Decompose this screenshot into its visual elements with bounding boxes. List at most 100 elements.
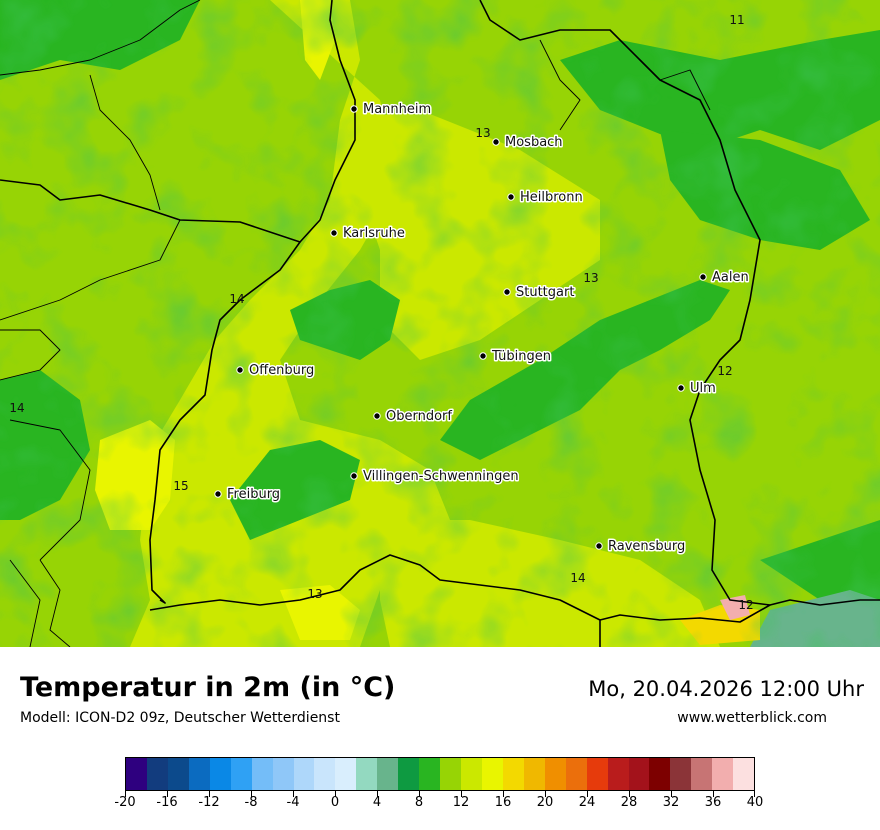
colorbar-tick	[461, 791, 462, 797]
isotherm-label: 14	[9, 401, 24, 415]
border-rhine-france	[0, 179, 301, 604]
city-label: Tübingen	[491, 349, 551, 364]
city-dot	[677, 384, 685, 392]
colorbar-segment	[670, 758, 692, 790]
city-marker[interactable]: Ulm	[677, 380, 717, 398]
terrain-texture	[0, 0, 880, 647]
colorbar-tick-label: -20	[114, 795, 136, 810]
colorbar-segment	[440, 758, 461, 790]
city-label: Oberndorf	[386, 409, 452, 424]
colorbar-tick	[251, 791, 252, 797]
city-dot	[373, 412, 381, 420]
colorbar-tick-label: -8	[244, 795, 258, 810]
border-hesse	[299, 0, 356, 243]
colorbar-segment	[461, 758, 482, 790]
city-marker[interactable]: Mosbach	[492, 134, 564, 152]
city-marker[interactable]: Stuttgart	[503, 284, 576, 302]
colorbar-segment	[691, 758, 713, 790]
temperature-map[interactable]: 11 13 13 14 12 14 15 14 13 12 Mannheim Mosbach Heil…	[0, 0, 880, 647]
border-switzerland-east	[599, 604, 771, 623]
city-dot	[503, 288, 511, 296]
colorbar-tick-label: 8	[414, 795, 424, 810]
colorbar-segment	[628, 758, 650, 790]
colorbar-tick	[671, 791, 672, 797]
city-label: Ravensburg	[608, 539, 685, 554]
colorbar-segment	[481, 758, 503, 790]
city-dot	[595, 542, 603, 550]
model-subtitle: Modell: ICON-D2 09z, Deutscher Wetterdie…	[20, 710, 340, 726]
isotherm-labels: 11 13 13 14 12 14 15 14 13 12	[9, 13, 753, 612]
city-dot	[350, 472, 358, 480]
city-marker[interactable]: Villingen-Schwenningen	[350, 468, 520, 486]
isotherm-label: 12	[738, 598, 753, 612]
city-marker[interactable]: Karlsruhe	[330, 225, 406, 243]
city-marker[interactable]: Oberndorf	[373, 408, 454, 426]
city-marker[interactable]: Tübingen	[479, 348, 553, 366]
colorbar-segment	[230, 758, 252, 790]
colorbar-tick	[335, 791, 336, 797]
colorbar-tick	[419, 791, 420, 797]
colorbar-segment	[377, 758, 399, 790]
colorbar-tick-label: -12	[198, 795, 220, 810]
colorbar-tick-label: 0	[330, 795, 340, 810]
colorbar-segment	[502, 758, 524, 790]
colorbar-segment	[126, 758, 147, 790]
temperature-colorbar	[125, 757, 755, 791]
colorbar-tick	[377, 791, 378, 797]
colorbar-segment	[335, 758, 357, 790]
colorbar-segment	[733, 758, 755, 790]
colorbar-tick	[545, 791, 546, 797]
city-label: Stuttgart	[516, 285, 574, 300]
city-dot	[214, 490, 222, 498]
city-marker[interactable]: Ravensburg	[595, 538, 687, 556]
borders	[0, 0, 880, 647]
city-label: Heilbronn	[520, 190, 583, 205]
colorbar-segment	[356, 758, 378, 790]
isotherm-label: 14	[570, 571, 585, 585]
chart-title: Temperatur in 2m (in °C)	[20, 672, 396, 703]
city-label: Villingen-Schwenningen	[363, 469, 519, 484]
city-marker[interactable]: Heilbronn	[507, 189, 584, 207]
city-label: Mannheim	[363, 102, 431, 117]
city-label: Aalen	[712, 270, 749, 285]
city-label: Freiburg	[227, 487, 280, 502]
colorbar-segment	[419, 758, 441, 790]
city-marker[interactable]: Freiburg	[214, 486, 282, 504]
isotherm-label: 13	[583, 271, 598, 285]
city-label: Mosbach	[505, 135, 563, 150]
colorbar-segment	[209, 758, 231, 790]
colorbar-tick-label: 24	[578, 795, 596, 810]
colorbar-tick	[713, 791, 714, 797]
city-marker[interactable]: Offenburg	[236, 362, 316, 380]
colorbar-tick	[167, 791, 168, 797]
colorbar-tick-label: -16	[156, 795, 178, 810]
colorbar-segment	[167, 758, 189, 790]
city-marker[interactable]: Mannheim	[350, 101, 433, 119]
colorbar-segment	[523, 758, 545, 790]
colorbar-tick-label: 32	[662, 795, 680, 810]
colorbar-segment	[544, 758, 566, 790]
colorbar-tick	[754, 791, 755, 797]
colorbar-tick	[209, 791, 210, 797]
border-switzerland	[149, 554, 601, 647]
city-marker[interactable]: Aalen	[699, 269, 750, 287]
colorbar-segment	[607, 758, 629, 790]
city-label: Karlsruhe	[343, 226, 405, 241]
colorbar-segment	[586, 758, 608, 790]
isotherm-label: 11	[729, 13, 744, 27]
colorbar-tick-label: 36	[704, 795, 722, 810]
colorbar-tick-label: 12	[452, 795, 470, 810]
colorbar-tick-label: 16	[494, 795, 512, 810]
forecast-datetime: Mo, 20.04.2026 12:00 Uhr	[588, 677, 864, 701]
city-dot	[330, 229, 338, 237]
city-dot	[492, 138, 500, 146]
website-link[interactable]: www.wetterblick.com	[677, 710, 827, 726]
isotherm-label: 13	[475, 126, 490, 140]
colorbar-tick-label: 40	[746, 795, 764, 810]
city-markers: Mannheim Mosbach Heilbronn Karlsruhe Aalen St…	[214, 101, 750, 556]
isotherm-label: 13	[307, 587, 322, 601]
colorbar-segment	[188, 758, 210, 790]
isotherm-label: 14	[229, 292, 244, 306]
colorbar-segment	[712, 758, 734, 790]
isotherm-label: 15	[173, 479, 188, 493]
